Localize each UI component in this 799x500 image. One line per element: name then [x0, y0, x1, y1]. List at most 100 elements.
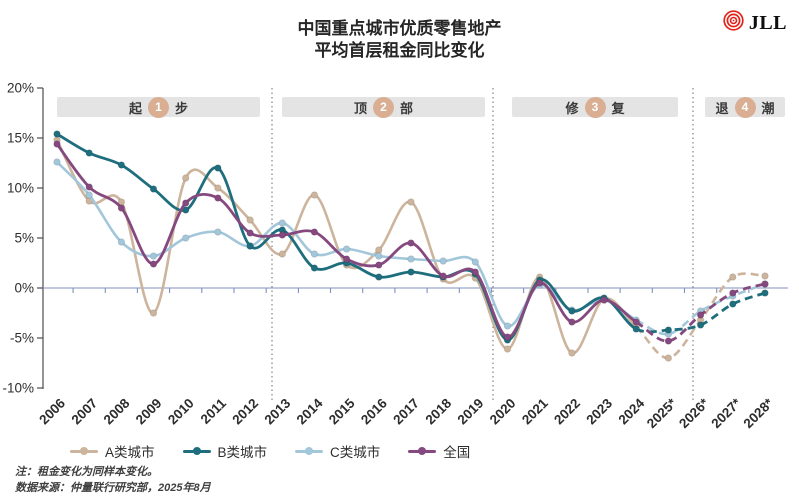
legend-dot-icon — [418, 447, 427, 455]
series-A类城市 — [53, 136, 769, 362]
footnote-source: 数据来源：仲量联行研究部，2025年8月 — [15, 482, 211, 494]
phase-2-label-right: 部 — [400, 100, 414, 116]
legend-dot-icon — [305, 447, 314, 455]
data-point — [342, 255, 351, 263]
data-point — [407, 255, 415, 263]
data-point — [664, 337, 673, 345]
data-point — [214, 184, 222, 192]
data-point — [246, 216, 254, 224]
data-point — [117, 161, 126, 169]
data-point — [375, 273, 383, 281]
x-tick-label: 2019 — [455, 396, 487, 428]
data-point — [214, 164, 222, 172]
y-tick-label: -10% — [2, 381, 34, 396]
data-point — [53, 158, 61, 166]
legend-label: C类城市 — [330, 445, 381, 460]
legend-label: 全国 — [443, 445, 471, 460]
data-point — [568, 307, 576, 315]
x-tick-label: 2026* — [676, 395, 712, 431]
data-point — [214, 228, 222, 236]
data-point — [664, 326, 673, 334]
data-point — [85, 191, 93, 199]
data-point — [181, 174, 190, 182]
data-point — [407, 198, 415, 206]
data-point — [632, 325, 640, 333]
legend-item-A类城市: A类城市 — [70, 441, 155, 461]
x-tick-label: 2010 — [165, 396, 197, 428]
data-point — [375, 261, 383, 269]
phase-1-label-right: 步 — [175, 100, 189, 116]
legend-label: B类城市 — [217, 445, 268, 460]
series-C类城市 — [53, 158, 769, 338]
data-point — [53, 140, 61, 148]
data-point — [181, 234, 190, 242]
x-tick-label: 2006 — [36, 395, 68, 427]
x-tick-label: 2016 — [358, 395, 390, 427]
y-tick-label: 20% — [7, 81, 34, 96]
data-point — [761, 272, 769, 280]
phase-3-number-badge: 3 — [584, 96, 606, 118]
phase-bar-2: 顶 2 部 — [282, 96, 485, 118]
phase-4-number-badge: 4 — [734, 96, 756, 118]
data-point — [503, 322, 512, 330]
data-point — [310, 264, 319, 272]
x-tick-label: 2007 — [68, 396, 100, 428]
y-tick-label: 15% — [7, 131, 34, 146]
data-point — [407, 239, 415, 247]
data-point — [600, 296, 608, 304]
data-point — [310, 228, 319, 236]
data-point — [761, 280, 769, 288]
y-tick-label: 5% — [14, 231, 34, 246]
data-point — [471, 258, 479, 266]
phase-3-label-right: 复 — [611, 100, 625, 116]
data-point — [407, 268, 415, 276]
legend-dot-icon — [192, 447, 201, 455]
data-point — [696, 321, 705, 329]
page-title: 中国重点城市优质零售地产 平均首层租金同比变化 — [0, 18, 799, 62]
data-point — [503, 333, 512, 341]
data-point — [117, 238, 126, 246]
title-line-2: 平均首层租金同比变化 — [314, 41, 485, 60]
data-point — [729, 300, 737, 308]
data-point — [246, 242, 254, 250]
series-全国 — [53, 140, 769, 345]
jll-logo: JLL — [722, 9, 787, 37]
legend-marker-icon — [408, 447, 437, 455]
data-point — [149, 185, 158, 193]
data-point — [117, 204, 126, 212]
data-point — [310, 250, 319, 258]
x-tick-label: 2021 — [519, 395, 551, 427]
data-point — [729, 273, 737, 281]
data-point — [181, 199, 190, 207]
phase-3-label-left: 修 — [565, 100, 579, 116]
x-tick-label: 2017 — [390, 396, 422, 428]
legend-dot-icon — [80, 447, 88, 455]
legend-item-B类城市: B类城市 — [182, 441, 268, 461]
data-point — [278, 231, 286, 239]
x-tick-label: 2015 — [326, 395, 358, 427]
x-tick-label: 2009 — [133, 396, 165, 428]
phase-2-label-left: 顶 — [353, 100, 367, 116]
x-tick-label: 2011 — [198, 395, 230, 427]
data-point — [149, 309, 158, 317]
x-tick-label: 2008 — [101, 395, 133, 427]
data-point — [85, 149, 93, 157]
data-point — [310, 191, 319, 199]
data-point — [568, 349, 576, 357]
footnote-note: 注：租金变化为同样本变化。 — [15, 466, 158, 478]
jll-rings-icon — [722, 9, 745, 37]
legend-marker-icon — [70, 447, 98, 455]
legend-marker-icon — [295, 447, 324, 455]
data-point — [278, 219, 286, 227]
x-tick-label: 2022 — [551, 396, 583, 428]
y-tick-label: 10% — [7, 181, 34, 196]
phase-2-number-badge: 2 — [373, 96, 394, 118]
data-point — [536, 279, 544, 287]
y-tick-label: 0% — [14, 281, 34, 296]
legend-item-C类城市: C类城市 — [295, 441, 380, 461]
phase-4-label-right: 潮 — [761, 100, 775, 116]
data-point — [439, 272, 447, 280]
data-point — [439, 257, 447, 265]
data-point — [149, 260, 158, 268]
